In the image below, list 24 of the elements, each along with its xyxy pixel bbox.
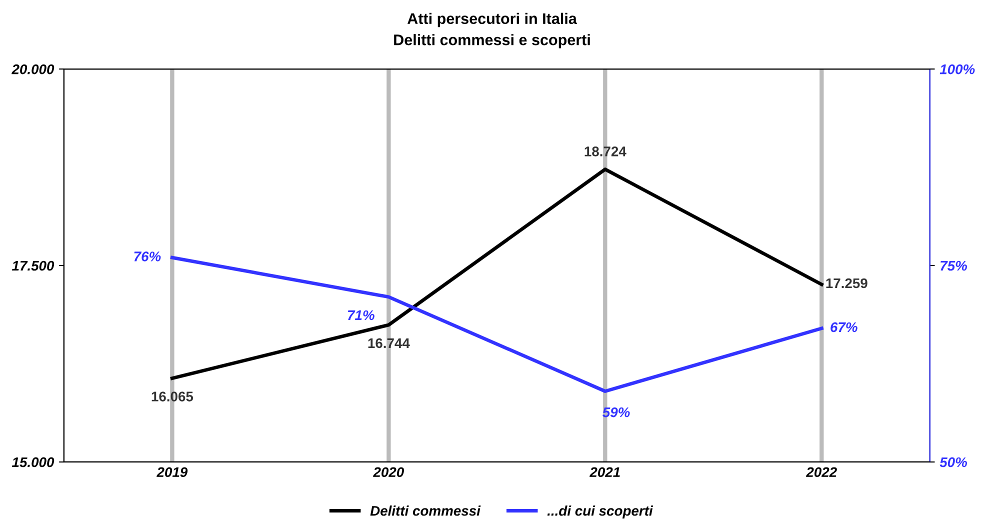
y2-tick-label: 50% [940, 457, 968, 468]
y-tick-label: 20.000 [12, 64, 54, 74]
data-label: 71% [348, 310, 374, 320]
y-tick-label: 17.500 [12, 260, 54, 271]
data-label: 76% [134, 252, 161, 262]
chart-title: Atti persecutori in Italia [407, 12, 577, 28]
x-tick-label: 2021 [589, 467, 620, 478]
data-label: 17.259 [826, 278, 868, 288]
y2-tick-label: 100% [940, 64, 975, 74]
legend-label: ...di cui scoperti [547, 506, 654, 518]
x-tick-label: 2022 [806, 467, 837, 478]
data-label: 67% [830, 322, 858, 332]
legend-label: Delitti commessi [370, 506, 481, 516]
y-tick-label: 15.000 [12, 457, 54, 468]
y2-tick-label: 75% [940, 260, 968, 271]
x-tick-label: 2020 [373, 467, 404, 478]
data-label: 16.744 [368, 338, 410, 348]
data-label: 18.724 [584, 146, 626, 156]
line-series [170, 168, 824, 380]
data-label: 16.065 [152, 392, 194, 402]
chart-subtitle: Delitti commessi e scoperti [394, 34, 590, 48]
line-series [170, 256, 824, 393]
x-tick-label: 2019 [156, 467, 188, 478]
data-label: 59% [602, 407, 630, 418]
